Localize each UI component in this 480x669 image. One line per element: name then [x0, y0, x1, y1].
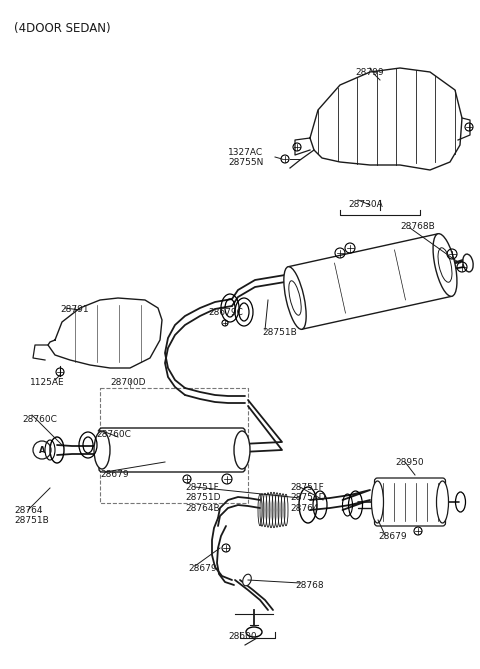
Text: 28751F
28751D
28764: 28751F 28751D 28764 — [290, 483, 325, 513]
Text: 28760C: 28760C — [22, 415, 57, 424]
Ellipse shape — [284, 267, 306, 329]
Ellipse shape — [94, 431, 110, 469]
Text: 1125AE: 1125AE — [30, 378, 65, 387]
Text: 28679: 28679 — [100, 470, 129, 479]
Text: (4DOOR SEDAN): (4DOOR SEDAN) — [14, 22, 110, 35]
Text: 28679: 28679 — [378, 532, 407, 541]
Text: 28768B: 28768B — [400, 222, 435, 231]
Text: 28751B: 28751B — [262, 328, 297, 337]
Ellipse shape — [436, 481, 448, 523]
Text: 28950: 28950 — [395, 458, 424, 467]
Text: 28768: 28768 — [295, 581, 324, 590]
Text: 28764
28751B: 28764 28751B — [14, 506, 49, 525]
Text: 1327AC
28755N: 1327AC 28755N — [228, 148, 264, 167]
Ellipse shape — [234, 431, 250, 469]
Text: 28600: 28600 — [228, 632, 257, 641]
Ellipse shape — [463, 254, 473, 272]
Text: 28679: 28679 — [188, 564, 216, 573]
Ellipse shape — [372, 481, 384, 523]
Text: 28700D: 28700D — [110, 378, 145, 387]
Text: A: A — [39, 446, 45, 454]
Text: 28791: 28791 — [60, 305, 89, 314]
Ellipse shape — [243, 574, 252, 586]
Text: 28679C: 28679C — [208, 308, 243, 317]
FancyBboxPatch shape — [99, 428, 245, 472]
Polygon shape — [48, 298, 162, 368]
Text: 28799: 28799 — [355, 68, 384, 77]
Ellipse shape — [433, 233, 457, 296]
Polygon shape — [288, 233, 452, 329]
Bar — [100, 388, 248, 503]
Polygon shape — [310, 68, 462, 170]
Text: 28730A: 28730A — [348, 200, 383, 209]
Text: 28760C: 28760C — [96, 430, 131, 439]
Text: 28751F
28751D
28764B: 28751F 28751D 28764B — [185, 483, 220, 513]
FancyBboxPatch shape — [374, 478, 445, 526]
